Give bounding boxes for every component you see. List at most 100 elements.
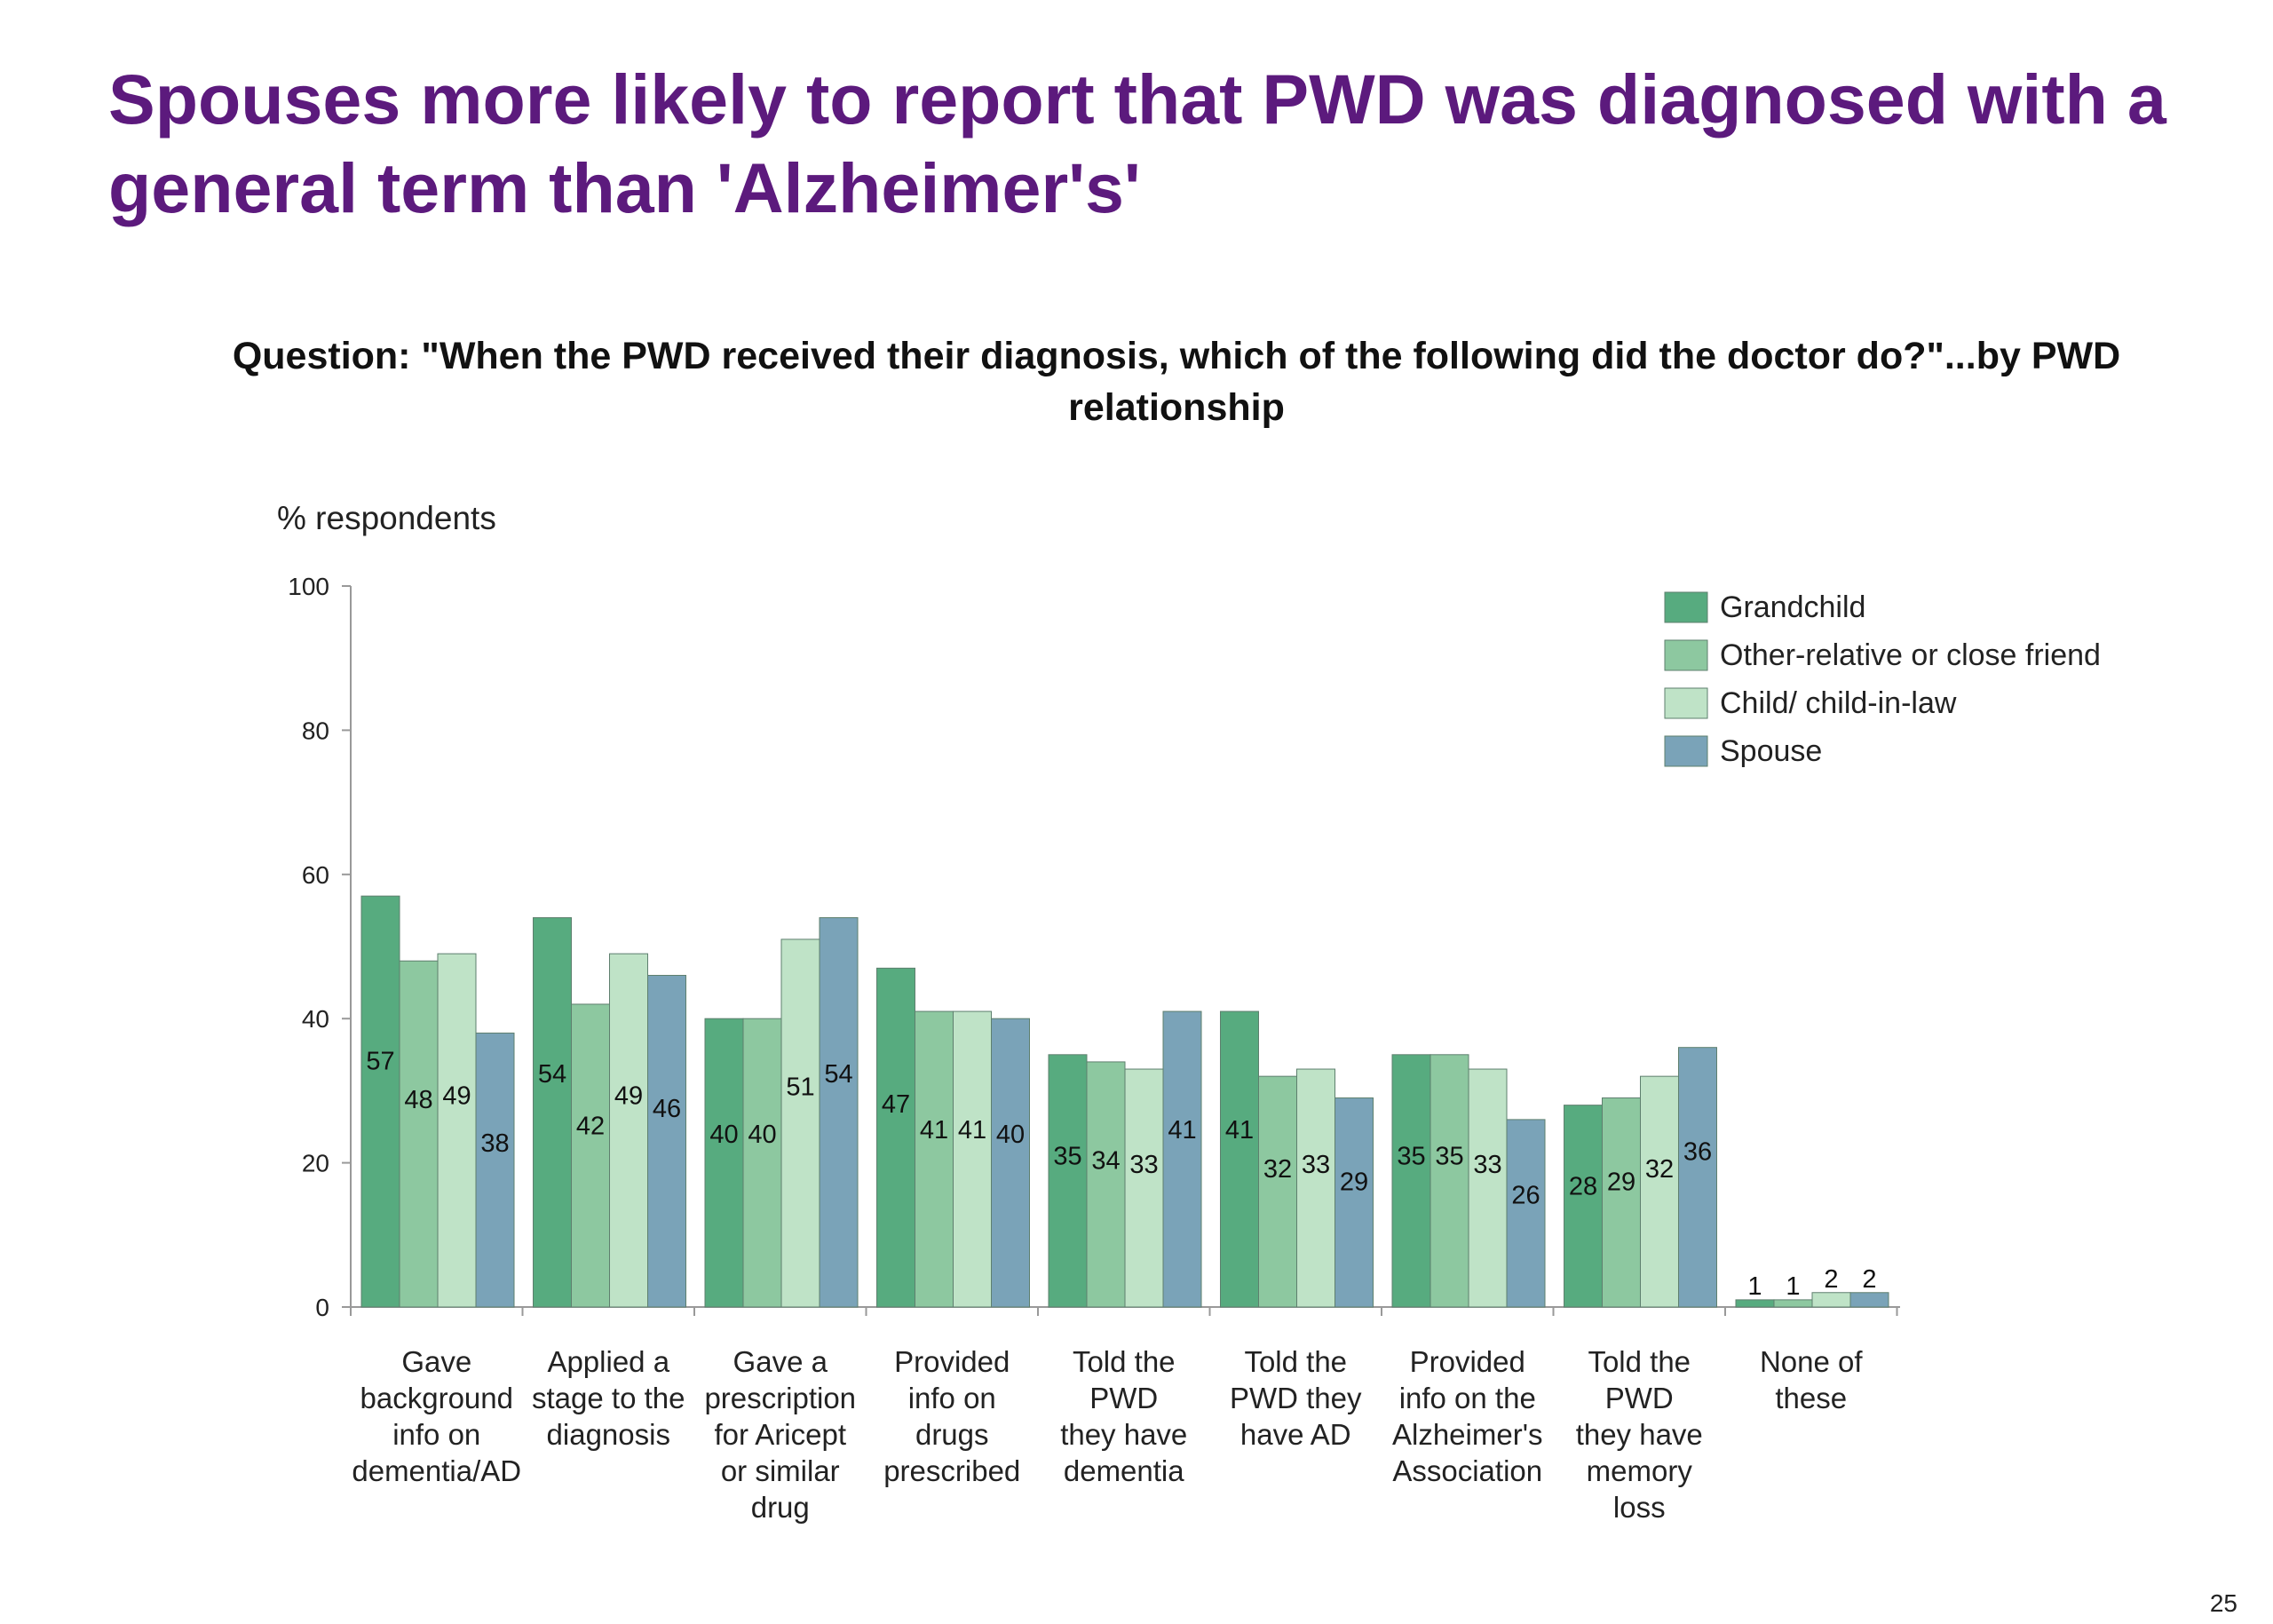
data-label: 40	[996, 1121, 1025, 1149]
data-label: 33	[1129, 1151, 1158, 1179]
x-category-label-line: drugs	[915, 1418, 989, 1451]
bar	[1640, 1075, 1679, 1308]
x-category-label-line: info on the	[1399, 1382, 1536, 1414]
data-label: 34	[1091, 1146, 1120, 1175]
page-number: 25	[2209, 1589, 2237, 1617]
x-category-label-line: Provided	[894, 1345, 1010, 1378]
slide-title: Spouses more likely to report that PWD w…	[108, 59, 2166, 227]
bar	[819, 917, 859, 1308]
bar	[437, 953, 477, 1308]
data-label: 33	[1473, 1151, 1501, 1179]
x-category-label-line: they have	[1576, 1418, 1703, 1451]
x-category-label-line: info on	[392, 1418, 480, 1451]
bar	[1258, 1075, 1297, 1308]
y-axis-label: % respondents	[277, 500, 496, 536]
x-category-label-line: dementia/AD	[352, 1454, 521, 1487]
x-category-label-line: Gave a	[733, 1345, 828, 1378]
y-tick-label: 0	[315, 1294, 329, 1321]
bar	[533, 917, 572, 1308]
bar	[915, 1010, 954, 1308]
bar	[1564, 1105, 1603, 1308]
legend-swatch	[1664, 591, 1708, 623]
bar	[475, 1032, 515, 1308]
bar	[1811, 1292, 1851, 1308]
data-label: 41	[1225, 1116, 1254, 1145]
data-label: 26	[1511, 1181, 1540, 1209]
data-label: 41	[920, 1116, 948, 1145]
chart-question: Question: "When the PWD received their d…	[232, 335, 2121, 429]
x-category-label-line: or similar	[721, 1454, 840, 1487]
x-category-label-line: Association	[1392, 1454, 1542, 1487]
data-label: 57	[366, 1047, 394, 1075]
x-category-label-line: have AD	[1240, 1418, 1351, 1451]
x-category-label-line: None of	[1760, 1345, 1863, 1378]
x-category-label-line: Provided	[1410, 1345, 1525, 1378]
x-category-label: Told the PWD they have AD	[1230, 1345, 1362, 1451]
data-label: 28	[1569, 1173, 1597, 1201]
legend-swatch	[1664, 639, 1708, 671]
y-tick-label: 40	[302, 1005, 329, 1033]
data-label: 40	[748, 1121, 776, 1149]
x-category-label-line: Told the	[1073, 1345, 1176, 1378]
bar	[360, 895, 400, 1308]
x-category-label-line: dementia	[1064, 1454, 1184, 1487]
data-label: 41	[958, 1116, 986, 1145]
data-label: 38	[480, 1129, 509, 1158]
data-label: 51	[786, 1073, 814, 1102]
x-category-label-line: Told the	[1588, 1345, 1691, 1378]
data-label: 49	[442, 1081, 471, 1110]
bar	[1602, 1097, 1641, 1308]
bar	[609, 953, 648, 1308]
bar	[571, 1003, 610, 1308]
x-category-label-line: for Aricept	[714, 1418, 846, 1451]
x-category-label: Provided info on the Alzheimer's Associatio…	[1392, 1345, 1543, 1487]
x-category-label-line: background	[360, 1382, 513, 1414]
data-label: 29	[1607, 1168, 1635, 1197]
x-category-label: Applied a stage to the diagnosis	[532, 1345, 685, 1451]
x-category-label-line: they have	[1060, 1418, 1187, 1451]
x-category-label-line: prescribed	[883, 1454, 1020, 1487]
bar	[1334, 1097, 1374, 1308]
bar	[876, 967, 915, 1308]
data-label: 47	[882, 1090, 910, 1119]
legend-swatch	[1664, 735, 1708, 767]
bar	[953, 1010, 992, 1308]
y-tick-label: 20	[302, 1150, 329, 1177]
x-category-label-line: PWD	[1089, 1382, 1158, 1414]
x-category-label-line: PWD they	[1230, 1382, 1362, 1414]
x-category-label-line: info on	[908, 1382, 996, 1414]
x-category-label: Gave background info on dementia/AD	[352, 1345, 521, 1487]
data-label: 1	[1747, 1272, 1762, 1301]
y-tick-label: 100	[288, 573, 329, 600]
data-label: 49	[614, 1081, 643, 1110]
x-category-label: None of these	[1760, 1345, 1863, 1414]
data-label: 2	[1862, 1265, 1876, 1294]
x-category-label-line: loss	[1613, 1491, 1666, 1524]
bar	[1735, 1299, 1775, 1308]
data-label: 42	[576, 1112, 605, 1140]
bar	[1430, 1054, 1469, 1308]
x-category-label-line: Applied a	[547, 1345, 669, 1378]
legend-label: Grandchild	[1720, 590, 1865, 624]
x-category-label-line: these	[1775, 1382, 1847, 1414]
data-label: 35	[1397, 1142, 1425, 1170]
data-label: 36	[1683, 1138, 1712, 1167]
data-label: 33	[1302, 1151, 1330, 1179]
data-label: 2	[1824, 1265, 1838, 1294]
bar	[399, 960, 439, 1308]
x-category-label-line: prescription	[704, 1382, 856, 1414]
data-label: 32	[1263, 1155, 1292, 1184]
bar	[704, 1018, 744, 1308]
data-label: 1	[1786, 1272, 1800, 1301]
x-category-label-line: Alzheimer's	[1392, 1418, 1543, 1451]
x-category-label-line: drug	[751, 1491, 810, 1524]
bar	[780, 939, 820, 1308]
x-category-label-line: memory	[1587, 1454, 1693, 1487]
legend-label: Spouse	[1720, 734, 1822, 768]
data-label: 40	[709, 1121, 738, 1149]
bar	[1678, 1047, 1717, 1308]
bar	[1849, 1292, 1889, 1308]
bar	[1048, 1054, 1088, 1308]
bar	[1220, 1010, 1259, 1308]
data-label: 54	[538, 1060, 566, 1089]
